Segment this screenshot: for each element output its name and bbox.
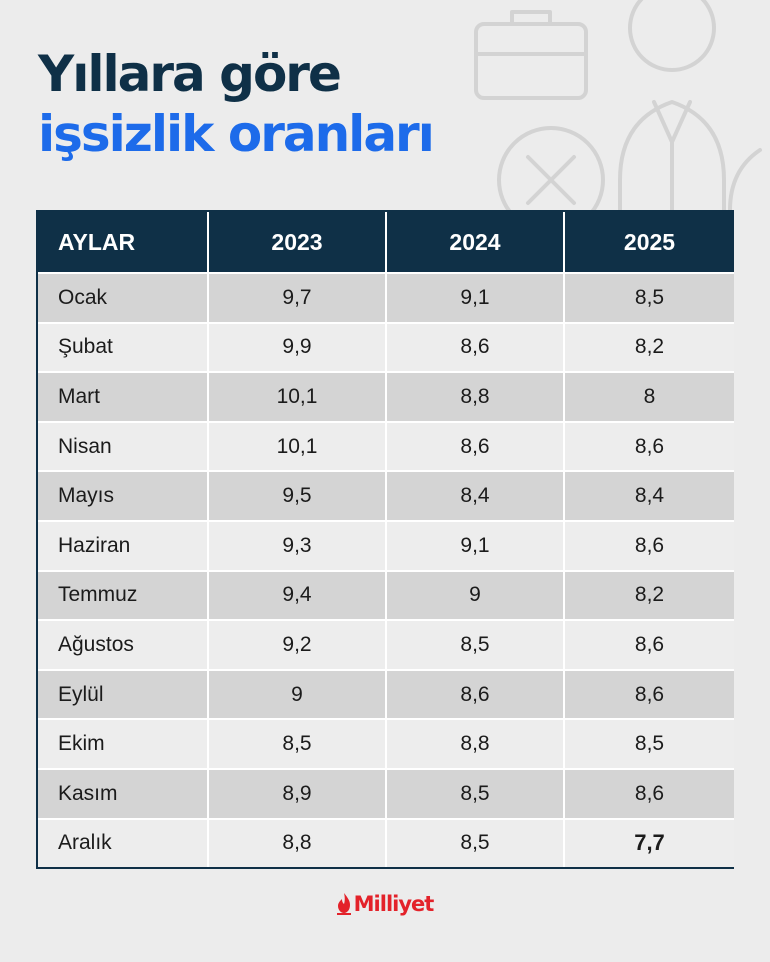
month-cell: Kasım <box>38 767 209 819</box>
title-line-1: Yıllara göre <box>38 45 342 103</box>
rate-cell: 8,6 <box>386 321 565 373</box>
table-row: Ağustos 9,2 8,5 8,6 <box>38 619 734 670</box>
title-line-2: işsizlik oranları <box>38 105 435 163</box>
rate-cell: 8,5 <box>386 817 565 868</box>
rate-cell: 9,7 <box>208 272 387 323</box>
month-cell: Aralık <box>38 817 209 868</box>
rate-cell: 8,2 <box>564 321 734 373</box>
month-cell: Eylül <box>38 668 209 720</box>
rate-cell: 8,6 <box>564 519 734 571</box>
rate-cell: 8,2 <box>564 569 734 621</box>
table-row: Nisan 10,1 8,6 8,6 <box>38 420 734 472</box>
rate-cell: 8,5 <box>386 619 565 670</box>
table-row: Ocak 9,7 9,1 8,5 <box>38 272 734 323</box>
rate-cell: 9,1 <box>386 272 565 323</box>
rate-cell: 8 <box>564 371 734 422</box>
column-header-2025: 2025 <box>564 212 734 273</box>
rate-cell: 8,6 <box>564 420 734 472</box>
briefcase-icon <box>474 22 588 100</box>
rate-cell: 9,9 <box>208 321 387 373</box>
unemployment-table: AYLAR 2023 2024 2025 Ocak 9,7 9,1 8,5 Şubat 9… <box>36 210 734 870</box>
rate-cell: 8,6 <box>386 420 565 472</box>
month-cell: Haziran <box>38 519 209 571</box>
rate-cell: 8,8 <box>208 817 387 868</box>
rate-cell: 8,5 <box>564 272 734 323</box>
rate-cell: 9,2 <box>208 619 387 670</box>
table-row: Haziran 9,3 9,1 8,6 <box>38 519 734 571</box>
page-title: Yıllara göre işsizlik oranları <box>38 44 435 164</box>
rate-cell: 8,9 <box>208 767 387 819</box>
rate-cell: 8,6 <box>564 668 734 720</box>
rate-cell: 8,4 <box>564 470 734 521</box>
rate-cell: 8,5 <box>386 767 565 819</box>
table-row: Şubat 9,9 8,6 8,2 <box>38 321 734 373</box>
rate-cell: 8,6 <box>564 767 734 819</box>
month-cell: Ocak <box>38 272 209 323</box>
rate-cell: 8,5 <box>564 718 734 769</box>
table-row: Mart 10,1 8,8 8 <box>38 371 734 422</box>
month-cell: Mart <box>38 371 209 422</box>
rate-cell: 10,1 <box>208 420 387 472</box>
column-header-2023: 2023 <box>208 212 387 273</box>
logo-text: Milliyet <box>353 892 435 916</box>
rate-cell: 9 <box>208 668 387 720</box>
month-cell: Ekim <box>38 718 209 769</box>
table-row: Eylül 9 8,6 8,6 <box>38 668 734 720</box>
rate-cell: 9,4 <box>208 569 387 621</box>
rate-cell: 9 <box>386 569 565 621</box>
rate-cell: 8,8 <box>386 371 565 422</box>
column-header-2024: 2024 <box>386 212 565 273</box>
rate-cell: 9,1 <box>386 519 565 571</box>
rate-cell: 7,7 <box>564 817 734 868</box>
month-cell: Ağustos <box>38 619 209 670</box>
month-cell: Temmuz <box>38 569 209 621</box>
table-row: Aralık 8,8 8,5 7,7 <box>38 817 734 868</box>
month-cell: Mayıs <box>38 470 209 521</box>
month-cell: Nisan <box>38 420 209 472</box>
table-row: Mayıs 9,5 8,4 8,4 <box>38 470 734 521</box>
table-row: Temmuz 9,4 9 8,2 <box>38 569 734 621</box>
rate-cell: 8,6 <box>386 668 565 720</box>
rate-cell: 8,4 <box>386 470 565 521</box>
rate-cell: 8,8 <box>386 718 565 769</box>
column-header-months: AYLAR <box>38 212 209 273</box>
table-header-row: AYLAR 2023 2024 2025 <box>38 212 734 273</box>
month-cell: Şubat <box>38 321 209 373</box>
rate-cell: 8,5 <box>208 718 387 769</box>
milliyet-logo: Milliyet <box>0 892 770 920</box>
table-row: Ekim 8,5 8,8 8,5 <box>38 718 734 769</box>
rate-cell: 8,6 <box>564 619 734 670</box>
rate-cell: 9,5 <box>208 470 387 521</box>
table-row: Kasım 8,9 8,5 8,6 <box>38 767 734 819</box>
rate-cell: 10,1 <box>208 371 387 422</box>
flame-icon <box>336 893 351 915</box>
rate-cell: 9,3 <box>208 519 387 571</box>
